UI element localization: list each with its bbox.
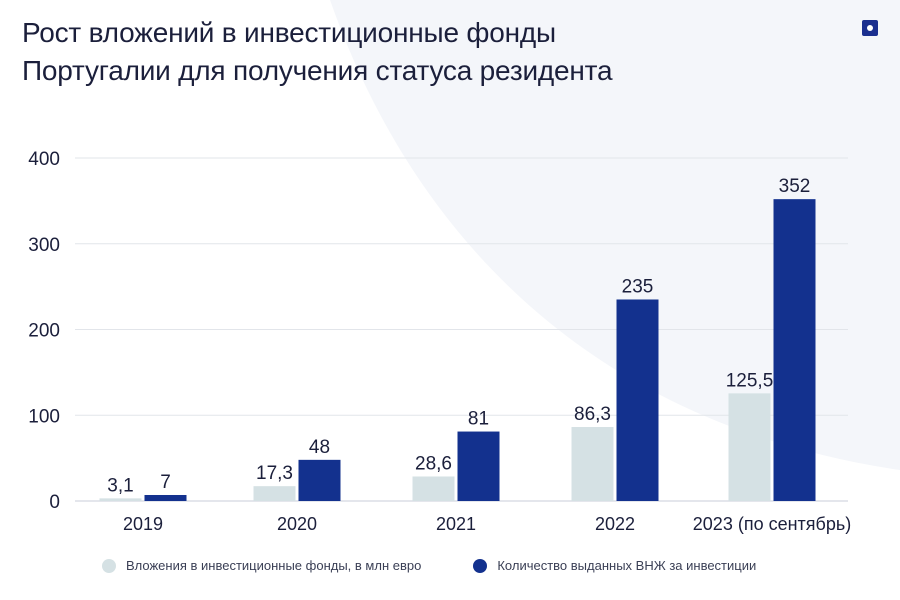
x-tick-label-0: 2019: [123, 514, 163, 534]
data-label-permits-0: 7: [160, 472, 171, 493]
data-label-permits-2: 81: [468, 409, 489, 430]
y-tick-label-200: 200: [28, 321, 60, 342]
bar-investments-4: [728, 393, 771, 501]
data-label-investments-2: 28,6: [415, 453, 452, 474]
bar-permits-3: [616, 299, 659, 501]
x-tick-label-4: 2023 (по сентябрь): [693, 514, 851, 534]
y-tick-label-100: 100: [28, 406, 60, 427]
legend-swatch-permits: [473, 558, 488, 573]
x-tick-label-2: 2021: [436, 514, 476, 534]
x-tick-label-1: 2020: [277, 514, 317, 534]
bar-permits-1: [298, 459, 341, 501]
chart-title-line-2: Португалии для получения статуса резиден…: [22, 55, 613, 86]
bar-investments-0: [99, 498, 142, 501]
legend-swatch-investments: [102, 558, 116, 573]
y-tick-label-400: 400: [28, 149, 60, 170]
bar-permits-2: [457, 431, 500, 501]
bar-investments-3: [571, 426, 614, 501]
data-label-investments-4: 125,5: [726, 370, 774, 391]
data-label-permits-1: 48: [309, 437, 330, 458]
data-label-investments-3: 86,3: [574, 404, 611, 425]
chart-legend: Вложения в инвестиционные фонды, в млн е…: [102, 558, 808, 573]
y-tick-label-300: 300: [28, 235, 60, 256]
bar-permits-0: [144, 494, 187, 501]
bar-investments-1: [253, 486, 296, 501]
legend-item-investments: Вложения в инвестиционные фонды, в млн е…: [102, 558, 421, 573]
bar-permits-4: [773, 199, 816, 501]
legend-label-permits: Количество выданных ВНЖ за инвестиции: [497, 558, 757, 573]
data-label-permits-3: 235: [622, 276, 654, 297]
data-label-investments-0: 3,1: [107, 475, 133, 496]
legend-item-permits: Количество выданных ВНЖ за инвестиции: [473, 558, 756, 573]
legend-label-investments: Вложения в инвестиционные фонды, в млн е…: [126, 558, 422, 573]
chart-title: Рост вложений в инвестиционные фонды Пор…: [22, 14, 782, 90]
chart-title-line-1: Рост вложений в инвестиционные фонды: [22, 17, 556, 48]
x-tick-label-3: 2022: [595, 514, 635, 534]
data-label-investments-1: 17,3: [256, 463, 293, 484]
square-dot-logo-icon: [862, 20, 878, 36]
y-tick-label-0: 0: [49, 492, 60, 513]
data-label-permits-4: 352: [779, 176, 811, 197]
bar-investments-2: [412, 476, 455, 501]
